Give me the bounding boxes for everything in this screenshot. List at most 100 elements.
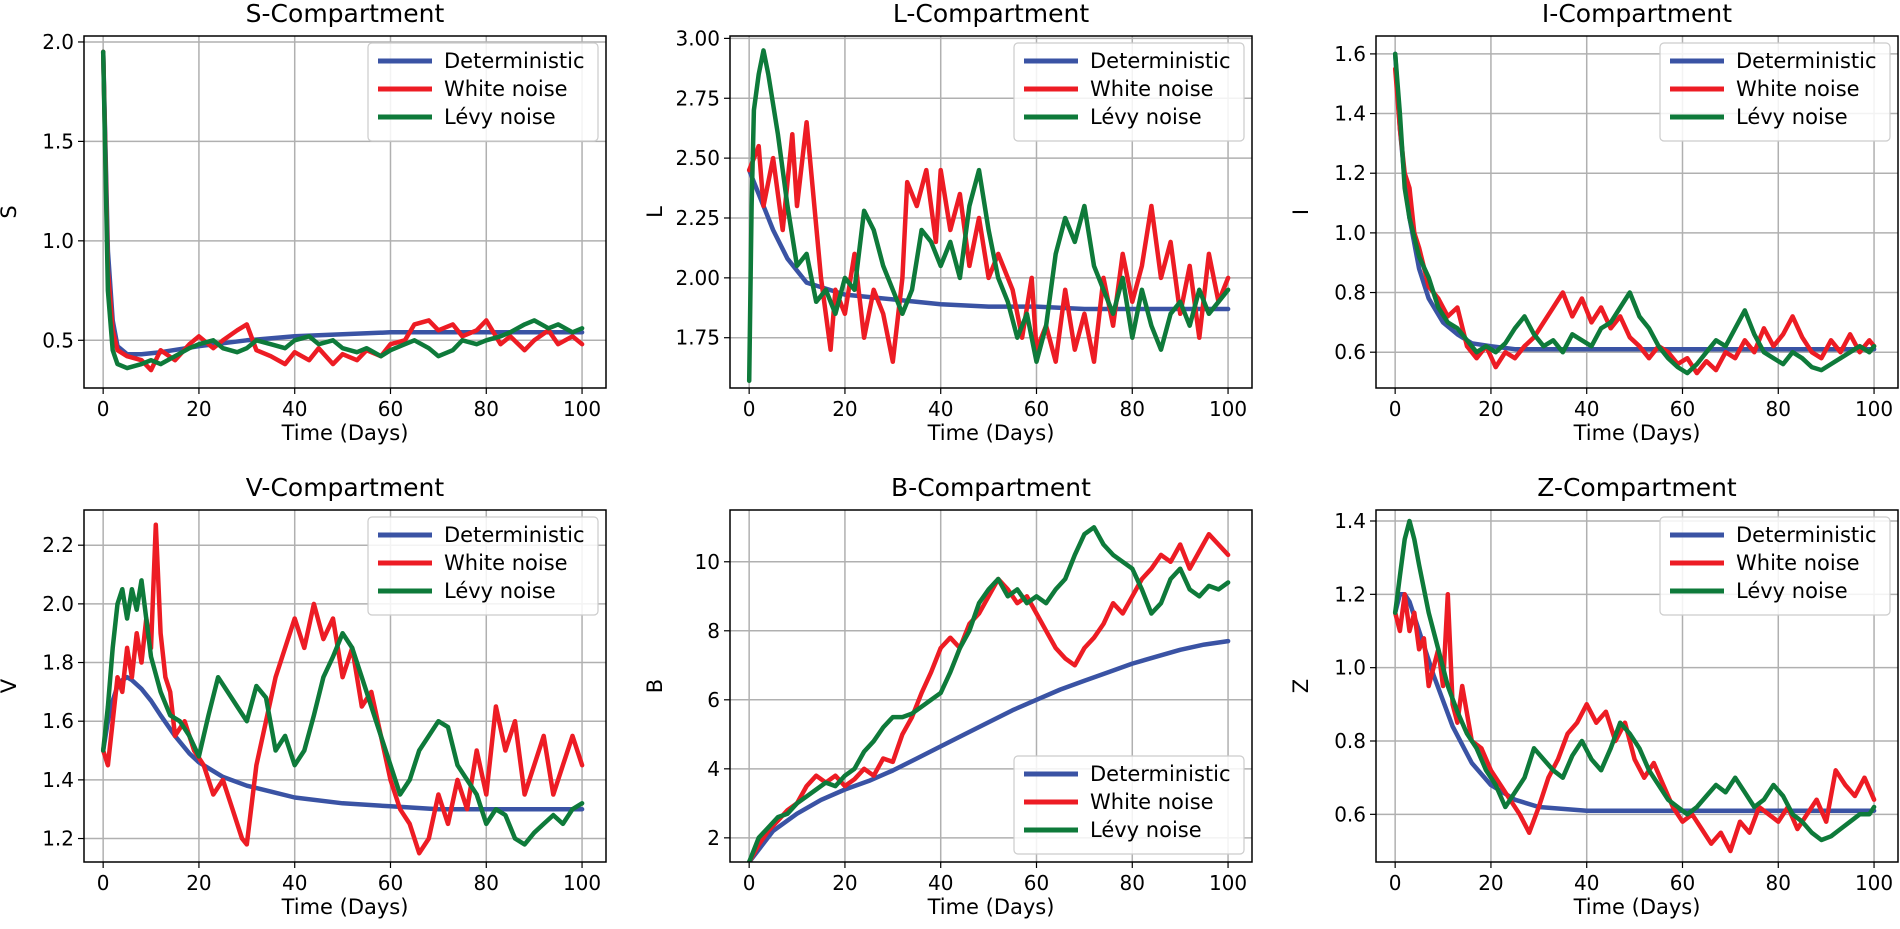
x-axis-label: Time (Days)	[927, 421, 1055, 445]
series-line-levy	[1392, 51, 1877, 376]
x-axis-label: Time (Days)	[281, 895, 409, 919]
y-tick-label: 2.25	[675, 206, 720, 230]
y-tick-label: 2.50	[675, 146, 720, 170]
x-axis-label: Time (Days)	[1573, 895, 1701, 919]
plot-frame	[729, 509, 1253, 863]
x-tick-label: 40	[1574, 871, 1599, 895]
x-tick-label: 40	[282, 397, 307, 421]
series-line-white	[1392, 592, 1877, 854]
y-tick-label: 1.6	[42, 709, 74, 733]
y-axis-label: B	[643, 679, 667, 693]
y-tick-label: 1.5	[42, 129, 74, 153]
legend-label-white: White noise	[1090, 790, 1214, 814]
y-tick-label: 1.4	[1334, 102, 1366, 126]
y-tick-label: 0.8	[1334, 281, 1366, 305]
x-tick-label: 0	[743, 397, 756, 421]
plot-frame	[729, 35, 1253, 389]
x-tick-label: 60	[1024, 397, 1049, 421]
x-tick-label: 60	[1670, 397, 1695, 421]
y-tick-label: 2.0	[42, 30, 74, 54]
plot-frame	[1375, 509, 1899, 863]
legend-label-levy: Lévy noise	[1736, 579, 1848, 603]
legend: Deterministic White noise Lévy noise	[367, 516, 599, 616]
y-tick-label: 1.2	[1334, 582, 1366, 606]
chart-panel-z-compartment: 0 20 40 60 80 100 0.6 0.8 1.0 1.2 1.4 Z-Compartment…	[1289, 473, 1899, 919]
y-axis-label: I	[1289, 209, 1313, 215]
series-line-levy	[746, 48, 1231, 384]
legend-label-levy: Lévy noise	[1090, 818, 1202, 842]
plot-frame	[1375, 35, 1899, 389]
series-line-deterministic	[746, 638, 1231, 862]
legend-label-deterministic: Deterministic	[444, 523, 585, 547]
x-axis-label: Time (Days)	[927, 895, 1055, 919]
legend-label-levy: Lévy noise	[1090, 105, 1202, 129]
x-tick-label: 20	[1478, 397, 1503, 421]
series-line-levy	[100, 578, 585, 847]
y-axis-label: L	[643, 206, 667, 218]
chart-title: I-Compartment	[1542, 0, 1732, 28]
y-tick-label: 6	[707, 688, 720, 712]
y-tick-label: 1.6	[1334, 42, 1366, 66]
x-tick-label: 0	[1389, 871, 1402, 895]
series-line-white	[746, 119, 1231, 364]
chart-panel-b-compartment: 0 20 40 60 80 100 2 4 6 8 10 B-Compartment Time (Day…	[643, 473, 1253, 919]
y-tick-label: 2.75	[675, 86, 720, 110]
x-tick-label: 100	[1855, 397, 1893, 421]
y-tick-label: 0.8	[1334, 729, 1366, 753]
series-line-levy	[100, 49, 585, 371]
legend: Deterministic White noise Lévy noise	[1659, 516, 1891, 616]
chart-title: B-Compartment	[891, 473, 1091, 502]
y-axis-label: S	[0, 205, 21, 218]
x-tick-label: 40	[1574, 397, 1599, 421]
y-tick-label: 1.0	[1334, 656, 1366, 680]
x-tick-label: 80	[474, 871, 499, 895]
y-axis-label: V	[0, 678, 21, 693]
legend-label-white: White noise	[1736, 77, 1860, 101]
x-tick-label: 100	[1855, 871, 1893, 895]
y-tick-label: 1.8	[42, 651, 74, 675]
legend-label-deterministic: Deterministic	[1090, 762, 1231, 786]
y-tick-label: 1.2	[1334, 161, 1366, 185]
y-tick-label: 0.6	[1334, 802, 1366, 826]
x-tick-label: 0	[97, 397, 110, 421]
y-tick-label: 0.6	[1334, 340, 1366, 364]
x-tick-label: 80	[1766, 871, 1791, 895]
x-tick-label: 100	[563, 397, 601, 421]
legend-label-deterministic: Deterministic	[1736, 49, 1877, 73]
legend: Deterministic White noise Lévy noise	[367, 42, 599, 142]
plot-frame	[83, 509, 607, 863]
x-tick-label: 20	[1478, 871, 1503, 895]
legend: Deterministic White noise Lévy noise	[1013, 755, 1245, 855]
legend-label-levy: Lévy noise	[444, 105, 556, 129]
x-tick-label: 20	[832, 871, 857, 895]
y-tick-label: 0.5	[42, 328, 74, 352]
legend: Deterministic White noise Lévy noise	[1013, 42, 1245, 142]
legend-label-white: White noise	[1090, 77, 1214, 101]
series-line-white	[746, 531, 1231, 862]
x-tick-label: 100	[1209, 397, 1247, 421]
x-tick-label: 60	[378, 397, 403, 421]
chart-title: V-Compartment	[246, 473, 445, 502]
y-axis-label: Z	[1289, 679, 1313, 693]
legend-label-white: White noise	[444, 77, 568, 101]
chart-title: Z-Compartment	[1537, 473, 1737, 502]
y-tick-label: 4	[707, 757, 720, 781]
series-line-white	[1392, 66, 1877, 376]
y-tick-label: 1.4	[1334, 509, 1366, 533]
y-tick-label: 10	[695, 550, 720, 574]
y-tick-label: 1.75	[675, 326, 720, 350]
x-tick-label: 80	[1120, 871, 1145, 895]
legend-label-white: White noise	[444, 551, 568, 575]
x-tick-label: 100	[563, 871, 601, 895]
legend-label-levy: Lévy noise	[444, 579, 556, 603]
x-tick-label: 20	[186, 871, 211, 895]
y-tick-label: 1.2	[42, 827, 74, 851]
x-tick-label: 60	[1670, 871, 1695, 895]
legend-label-deterministic: Deterministic	[1736, 523, 1877, 547]
y-tick-label: 8	[707, 619, 720, 643]
series-line-deterministic	[100, 674, 585, 812]
x-tick-label: 80	[1766, 397, 1791, 421]
legend-label-deterministic: Deterministic	[444, 49, 585, 73]
y-tick-label: 2.00	[675, 266, 720, 290]
